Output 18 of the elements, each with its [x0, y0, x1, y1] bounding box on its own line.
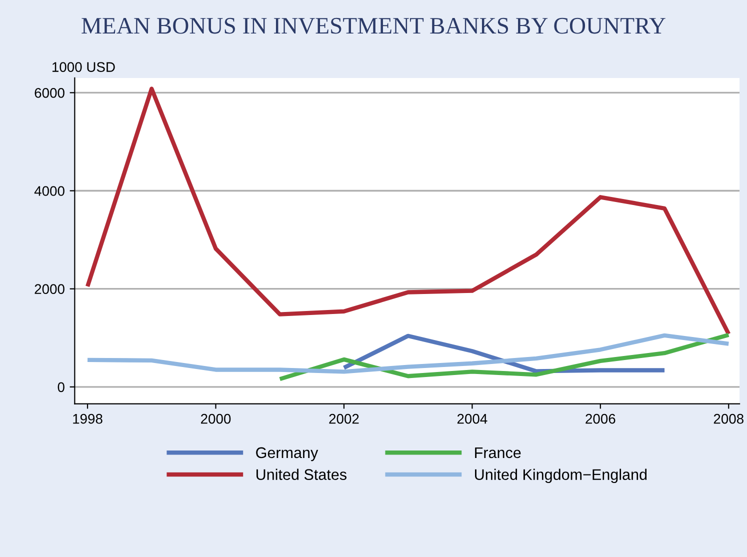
x-tick-label: 2008: [714, 414, 744, 424]
legend-label: France: [475, 447, 521, 458]
x-tick-label: 1998: [73, 414, 102, 424]
x-tick-label: 2006: [586, 414, 616, 424]
line-series: [278, 332, 731, 382]
chart-title: MEAN BONUS IN INVESTMENT BANKS BY COUNTRY: [82, 18, 666, 34]
x-tick-label: 2002: [329, 414, 359, 424]
x-tick-label: 2000: [200, 414, 231, 424]
y-tick-label: 0: [58, 382, 64, 392]
y-tick-label: 4000: [34, 186, 64, 196]
legend-label: United States: [256, 468, 346, 480]
y-tick-label: 6000: [34, 88, 64, 98]
y-axis-title: 1000 USD: [52, 62, 115, 72]
legend-label: Germany: [256, 447, 318, 462]
line-series: [85, 86, 731, 336]
legend-label: United Kingdom−England: [475, 468, 647, 484]
y-tick-label: 2000: [34, 284, 64, 294]
x-tick-label: 2004: [457, 414, 488, 424]
